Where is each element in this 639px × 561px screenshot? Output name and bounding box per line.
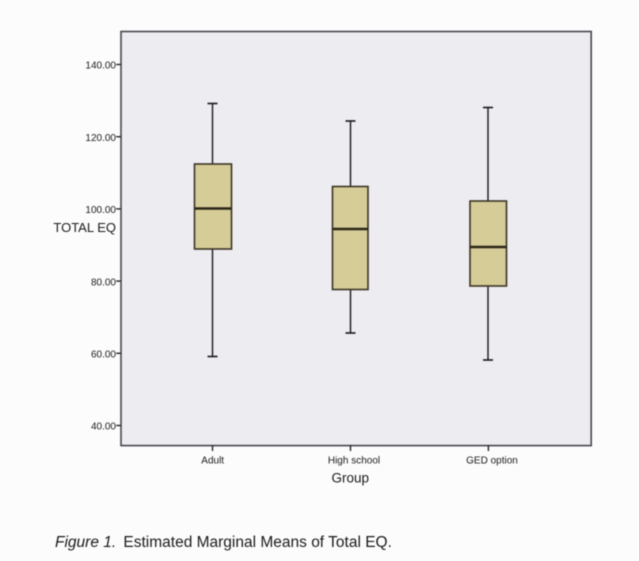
svg-text:80.00: 80.00 [91,277,116,288]
svg-text:60.00: 60.00 [91,350,116,361]
svg-text:40.00: 40.00 [91,422,116,433]
svg-text:Group: Group [332,471,370,486]
svg-text:100.00: 100.00 [85,205,116,216]
svg-text:TOTAL EQ: TOTAL EQ [53,220,116,235]
svg-text:Figure 1.Estimated Marginal Me: Figure 1. Estimated Marginal Means of Tot… [55,534,392,551]
svg-text:High school: High school [328,456,380,467]
svg-text:GED option: GED option [466,456,518,467]
svg-text:120.00: 120.00 [85,133,116,144]
svg-text:Adult: Adult [201,456,224,467]
svg-text:140.00: 140.00 [85,61,116,72]
